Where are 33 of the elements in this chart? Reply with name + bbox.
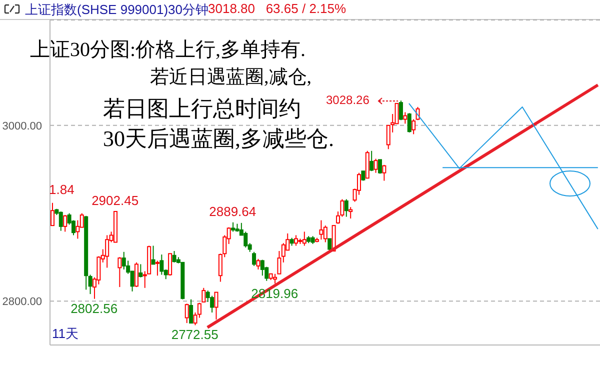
candlestick bbox=[252, 251, 256, 266]
candlestick bbox=[160, 254, 164, 276]
annotation: 若日图上行总时间约 bbox=[103, 95, 301, 123]
candlestick bbox=[172, 250, 176, 263]
candlestick bbox=[398, 100, 403, 121]
y-tick-label: 2800.00 bbox=[2, 296, 42, 308]
candlestick bbox=[138, 264, 143, 278]
candlestick bbox=[231, 222, 236, 232]
candlestick bbox=[370, 150, 374, 172]
annotation: 2889.64 bbox=[208, 204, 258, 220]
chart-subtitle: 3018.80 63.65 / 2.15% bbox=[208, 1, 346, 16]
candlestick bbox=[244, 231, 248, 248]
candlestick bbox=[58, 210, 63, 232]
candlestick bbox=[378, 159, 382, 174]
annotation: 30天后遇蓝圈,多减些仓. bbox=[103, 125, 334, 153]
annotation: 若近日遇蓝圈,减仓, bbox=[150, 66, 312, 90]
candlestick bbox=[88, 274, 92, 295]
annotation: 1.84 bbox=[49, 182, 74, 197]
annotation: 上证30分图:价格上行,多单持有. bbox=[30, 38, 306, 63]
candlestick bbox=[407, 112, 412, 133]
annotation: 3028.26 bbox=[326, 93, 370, 107]
annotation: 11天 bbox=[52, 325, 78, 343]
annotation: 2802.56 bbox=[70, 300, 119, 316]
chart-title: 上证指数(SHSE 999001)30分钟 bbox=[25, 1, 209, 19]
line-series bbox=[408, 102, 598, 230]
candlestick bbox=[151, 245, 156, 265]
y-tick-label: 3000.00 bbox=[2, 120, 42, 132]
annotation: 2902.45 bbox=[90, 193, 140, 208]
candlestick bbox=[122, 251, 126, 270]
candlestick bbox=[344, 198, 348, 218]
annotation: 2772.55 bbox=[170, 327, 220, 342]
candlestick bbox=[260, 259, 264, 276]
candlestick bbox=[189, 298, 194, 324]
